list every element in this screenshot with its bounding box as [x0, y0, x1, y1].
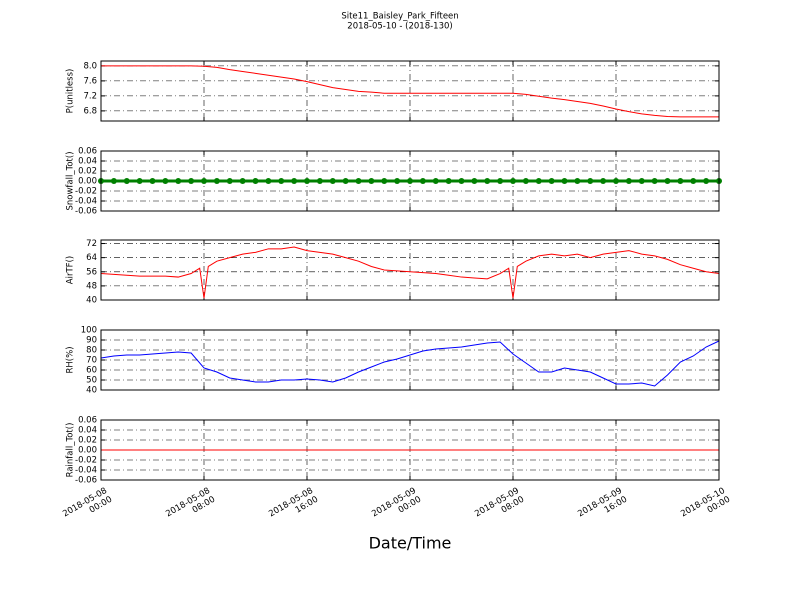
- plot-frame: [100, 419, 720, 481]
- data-point: [407, 178, 413, 184]
- y-axis-label: Snowfall_Tot(): [66, 151, 76, 210]
- y-tick-label: 90: [86, 336, 97, 346]
- y-tick-label: 40: [86, 386, 97, 396]
- y-axis-label: RH(%): [66, 346, 76, 373]
- data-point: [239, 178, 246, 184]
- data-point: [535, 178, 542, 184]
- data-point: [175, 178, 182, 184]
- data-point: [123, 178, 130, 184]
- y-tick-label: 72: [86, 239, 97, 249]
- y-tick-label: 0.06: [78, 147, 97, 157]
- y-tick-label: 8.0: [83, 61, 97, 71]
- y-tick-label: 0.04: [78, 157, 97, 167]
- data-point: [484, 178, 491, 184]
- plot-frame: [100, 329, 720, 391]
- y-tick-label: -0.06: [75, 476, 97, 486]
- data-point: [355, 178, 362, 184]
- data-point: [651, 178, 658, 184]
- data-line: [100, 340, 720, 387]
- plot-frame: [100, 60, 720, 122]
- y-tick-label: 0.02: [78, 436, 97, 446]
- y-tick-label: 48: [86, 281, 97, 291]
- chart-title: Site11_Baisley_Park_Fifteen: [341, 12, 458, 22]
- y-tick-label: 56: [86, 267, 97, 277]
- y-tick-label: 70: [86, 356, 97, 366]
- data-point: [329, 178, 336, 184]
- data-point: [613, 178, 619, 184]
- y-tick-label: -0.04: [75, 466, 97, 476]
- data-point: [510, 178, 516, 184]
- data-point: [677, 178, 684, 184]
- y-tick-label: 80: [86, 346, 97, 356]
- x-axis-label: Date/Time: [369, 534, 452, 553]
- data-point: [548, 178, 555, 184]
- data-point: [497, 178, 504, 184]
- data-point: [291, 178, 298, 184]
- y-tick-label: -0.06: [75, 207, 97, 217]
- data-point: [625, 178, 632, 184]
- y-tick-label: 0.06: [78, 416, 97, 426]
- data-point: [394, 178, 401, 184]
- data-point: [316, 178, 323, 184]
- data-point: [252, 178, 259, 184]
- data-point: [188, 178, 195, 184]
- y-tick-label: 40: [86, 296, 97, 306]
- y-tick-label: -0.02: [75, 187, 97, 197]
- y-tick-label: 6.8: [83, 106, 97, 116]
- data-point: [304, 178, 310, 184]
- data-point: [162, 178, 169, 184]
- data-point: [342, 178, 349, 184]
- data-point: [600, 178, 607, 184]
- y-tick-label: 7.2: [83, 91, 97, 101]
- data-point: [638, 178, 645, 184]
- data-point: [574, 178, 581, 184]
- y-tick-label: 60: [86, 366, 97, 376]
- data-point: [201, 178, 207, 184]
- chart-subtitle: 2018-05-10 - (2018-130): [347, 22, 452, 32]
- data-line: [100, 246, 720, 299]
- y-tick-label: 0.04: [78, 426, 97, 436]
- data-point: [213, 178, 220, 184]
- data-point: [136, 178, 143, 184]
- y-axis-label: Rainfall_Tot(): [66, 423, 76, 478]
- data-line: [101, 65, 719, 118]
- data-point: [381, 178, 388, 184]
- data-point: [445, 178, 452, 184]
- plot-frame: [100, 239, 720, 301]
- y-tick-label: 50: [86, 376, 97, 386]
- y-tick-label: 100: [81, 326, 97, 336]
- y-tick-label: 0.00: [78, 177, 97, 187]
- y-tick-label: 64: [86, 253, 97, 263]
- data-point: [149, 178, 156, 184]
- y-tick-label: -0.02: [75, 456, 97, 466]
- data-point: [278, 178, 285, 184]
- y-axis-label: AirTF(): [66, 256, 76, 284]
- data-point: [226, 178, 233, 184]
- y-tick-label: -0.04: [75, 197, 97, 207]
- y-axis-label: P(unitless): [66, 69, 76, 114]
- data-point: [522, 178, 529, 184]
- y-tick-label: 0.02: [78, 167, 97, 177]
- data-point: [110, 178, 117, 184]
- y-tick-label: 0.00: [78, 446, 97, 456]
- data-point: [419, 178, 426, 184]
- data-point: [458, 178, 465, 184]
- data-point: [432, 178, 439, 184]
- data-point: [664, 178, 671, 184]
- data-point: [587, 178, 594, 184]
- data-point: [368, 178, 375, 184]
- data-point: [561, 178, 568, 184]
- plot-frame: [100, 150, 720, 212]
- data-point: [690, 178, 697, 184]
- data-point: [703, 178, 710, 184]
- data-point: [265, 178, 272, 184]
- y-tick-label: 7.6: [83, 76, 97, 86]
- data-point: [471, 178, 478, 184]
